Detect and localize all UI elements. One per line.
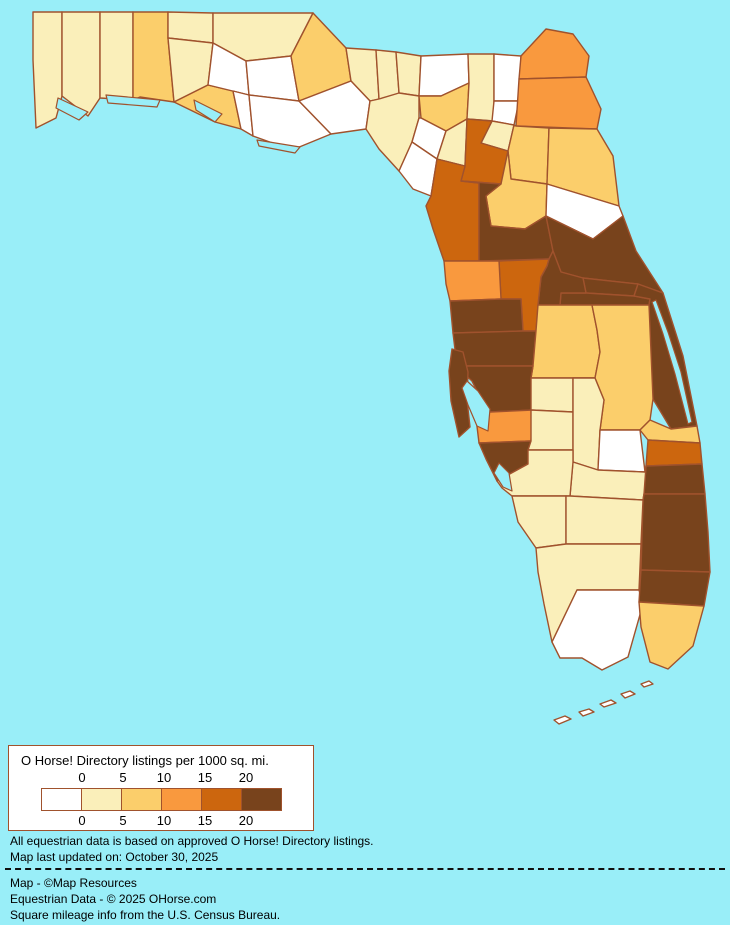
indian-river-lagoon [651,299,693,425]
key-island [553,715,572,725]
county-escambia [32,11,63,129]
county-hendry [565,495,644,545]
key-island [620,690,636,699]
county-shapes [32,11,711,671]
legend-tick-label: 5 [119,813,127,828]
county-st-johns [546,127,620,207]
legend-color-ramp [41,788,282,811]
legend-tick-label: 15 [197,813,213,828]
county-pinellas [448,348,471,438]
county-palm-beach [640,493,711,573]
coastal-water-features [55,94,693,492]
county-liberty [245,55,300,102]
data-source-note: All equestrian data is based on approved… [10,834,374,848]
legend-tick-label: 10 [156,770,172,785]
county-citrus [443,260,502,302]
county-st-lucie [645,439,703,467]
key-island [578,708,595,717]
county-lee [511,495,567,549]
dashed-separator [5,868,725,870]
county-martin [643,463,706,495]
county-okaloosa [99,11,134,101]
legend-swatch-4 [201,788,242,811]
florida-keys [553,680,654,725]
legend-swatch-1 [81,788,122,811]
pensacola-bay [55,97,89,121]
st-andrew-bay [193,99,223,123]
county-polk [530,304,601,379]
legend-swatch-2 [121,788,162,811]
census-credit: Square mileage info from the U.S. Census… [10,908,281,922]
map-copyright: Map - ©Map Resources [10,876,137,890]
apalachicola-bay [256,139,301,154]
map-legend: O Horse! Directory listings per 1000 sq.… [8,745,314,831]
choctawhatchee-bay [105,94,161,108]
county-clay [507,124,550,185]
legend-tick-label: 20 [238,813,254,828]
florida-county-map [32,11,711,725]
key-island [640,680,654,688]
county-charlotte [496,449,574,497]
legend-tick-label: 15 [197,770,213,785]
legend-swatch-0 [41,788,82,811]
county-baker [493,53,522,102]
legend-title: O Horse! Directory listings per 1000 sq.… [21,753,269,768]
charlotte-harbor [493,462,513,492]
key-island [599,699,617,708]
legend-tick-label: 5 [119,770,127,785]
legend-tick-label: 20 [238,770,254,785]
legend-swatch-3 [161,788,202,811]
county-franklin [248,94,332,151]
county-columbia [466,53,495,122]
legend-tick-label: 10 [156,813,172,828]
county-desoto [527,409,574,451]
tampa-bay [461,380,491,432]
county-duval [515,76,602,130]
legend-tick-label: 0 [78,813,86,828]
last-updated-note: Map last updated on: October 30, 2025 [10,850,219,864]
county-miami-dade [638,601,705,670]
county-nassau [518,28,590,80]
county-hernando [449,298,524,334]
legend-swatch-5 [241,788,282,811]
county-dixie [398,141,438,197]
legend-tick-label: 0 [78,770,86,785]
county-santa-rosa [61,11,101,117]
county-broward [638,569,711,607]
county-madison [395,51,422,97]
county-okeechobee [597,429,646,473]
data-copyright: Equestrian Data - © 2025 OHorse.com [10,892,217,906]
